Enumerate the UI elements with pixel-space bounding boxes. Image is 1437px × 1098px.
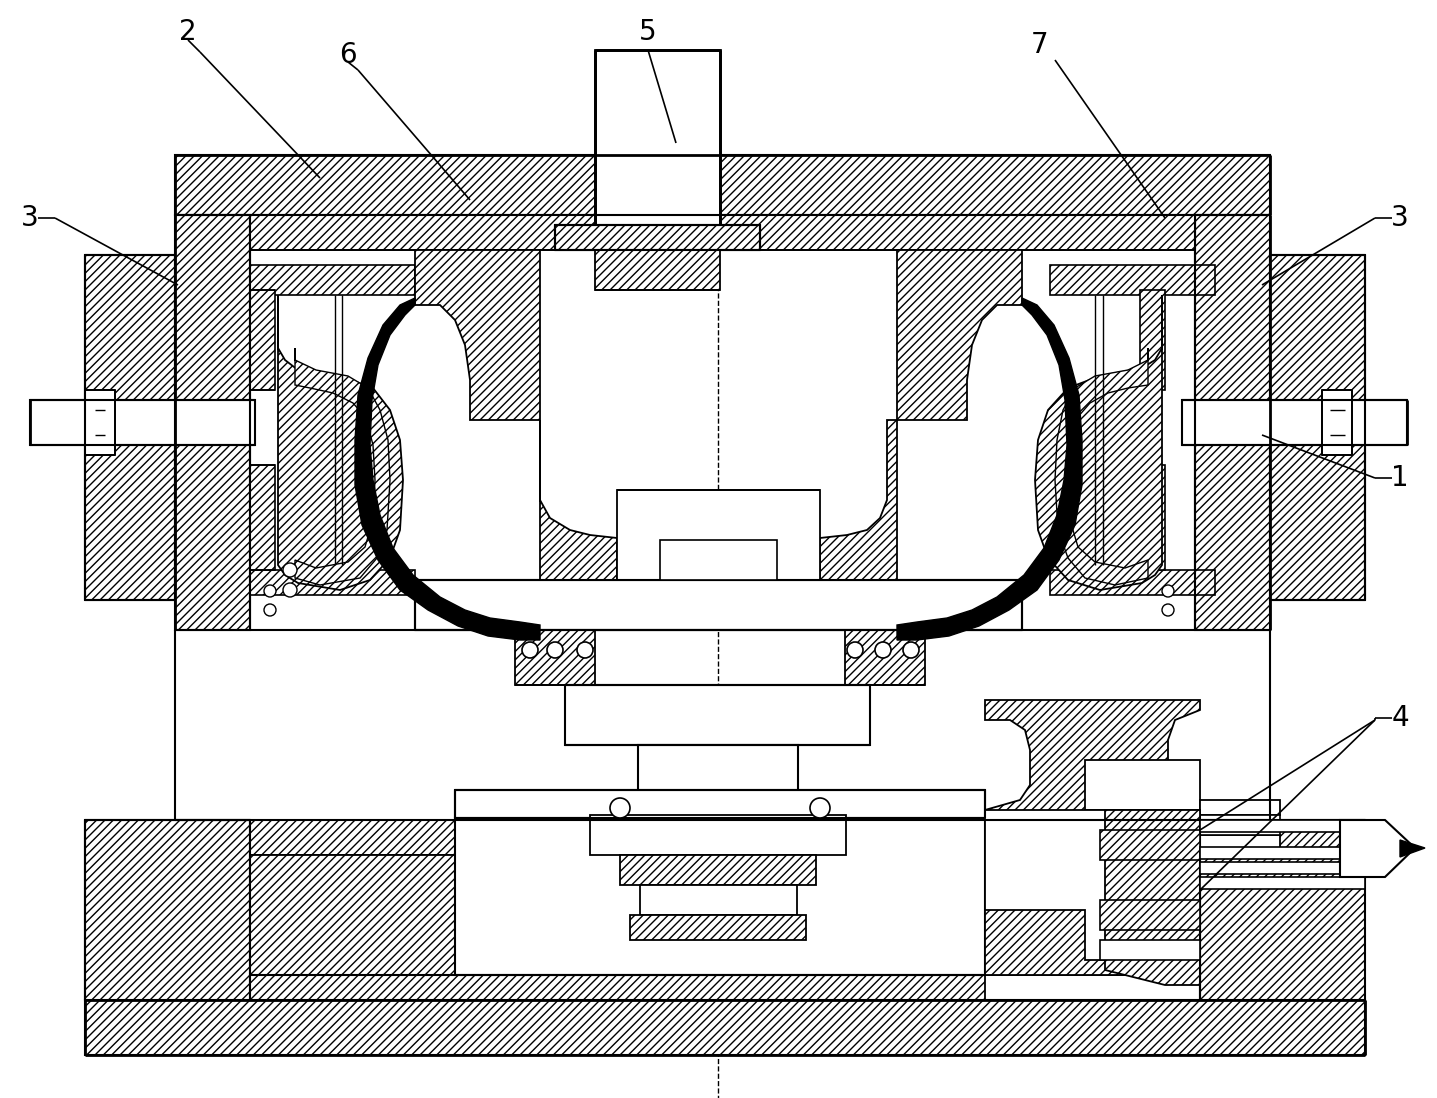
Bar [456, 818, 984, 975]
Bar [619, 855, 816, 885]
Bar [565, 685, 869, 746]
Text: 1: 1 [1391, 464, 1408, 492]
Polygon shape [1035, 295, 1163, 590]
Bar [845, 630, 925, 685]
Bar [595, 51, 720, 225]
Polygon shape [821, 421, 897, 580]
Bar [514, 630, 595, 685]
Bar [1200, 815, 1280, 834]
Polygon shape [1339, 820, 1415, 877]
Circle shape [1163, 585, 1174, 597]
Bar [638, 746, 798, 815]
Bar [85, 390, 115, 455]
Bar [456, 789, 984, 818]
Bar [1200, 862, 1365, 874]
Circle shape [609, 798, 629, 818]
Circle shape [810, 798, 831, 818]
Bar [629, 915, 806, 940]
Bar [415, 580, 1022, 630]
Polygon shape [355, 298, 540, 640]
Bar [595, 250, 720, 290]
Bar [555, 225, 760, 250]
Bar [1270, 255, 1365, 600]
Bar [175, 215, 250, 630]
Circle shape [846, 642, 864, 658]
Bar [250, 290, 274, 390]
Bar [1140, 464, 1165, 570]
Circle shape [547, 642, 563, 658]
Bar [1200, 820, 1365, 1000]
Bar [984, 855, 1200, 975]
Circle shape [264, 585, 276, 597]
Polygon shape [897, 298, 1082, 640]
Bar [250, 975, 984, 1000]
Bar [1099, 830, 1200, 860]
Circle shape [283, 583, 297, 597]
Bar [1200, 820, 1365, 832]
Text: 5: 5 [639, 18, 657, 46]
Bar [250, 570, 415, 595]
Bar [1099, 940, 1200, 960]
Text: 3: 3 [22, 204, 39, 232]
Polygon shape [295, 348, 389, 585]
Bar [591, 815, 846, 855]
Circle shape [902, 642, 920, 658]
Bar [250, 265, 415, 295]
Circle shape [522, 642, 537, 658]
Bar [1200, 800, 1280, 815]
Bar [175, 155, 1270, 215]
Bar [1196, 215, 1270, 630]
Bar [1200, 834, 1280, 850]
Polygon shape [1400, 840, 1426, 858]
Polygon shape [984, 701, 1200, 975]
Polygon shape [984, 810, 1200, 960]
Polygon shape [540, 421, 616, 580]
Text: 7: 7 [1032, 31, 1049, 59]
Polygon shape [277, 295, 402, 590]
Circle shape [264, 604, 276, 616]
Bar [250, 855, 456, 975]
Text: 3: 3 [1391, 204, 1408, 232]
Text: 4: 4 [1391, 704, 1408, 732]
Circle shape [1163, 604, 1174, 616]
Circle shape [875, 642, 891, 658]
Bar [85, 255, 175, 600]
Circle shape [283, 563, 297, 578]
Bar [250, 820, 1200, 855]
Polygon shape [897, 250, 1022, 421]
Bar [250, 215, 1196, 250]
Bar [1099, 900, 1200, 930]
Bar [1140, 290, 1165, 390]
Bar [1200, 847, 1365, 859]
Bar [1050, 265, 1216, 295]
Circle shape [578, 642, 593, 658]
Polygon shape [1055, 348, 1148, 585]
Bar [250, 464, 274, 570]
Bar [30, 400, 254, 445]
Bar [85, 1000, 1365, 1055]
Polygon shape [1105, 810, 1200, 985]
Bar [1322, 390, 1352, 455]
Bar [1200, 877, 1365, 889]
Bar [85, 820, 250, 1000]
Bar [1183, 400, 1407, 445]
Text: 2: 2 [180, 18, 197, 46]
Bar [616, 490, 821, 580]
Text: 6: 6 [339, 41, 356, 69]
Bar [639, 885, 798, 915]
Bar [660, 540, 777, 580]
Bar [1050, 570, 1216, 595]
Polygon shape [415, 250, 540, 421]
Polygon shape [1085, 760, 1200, 810]
